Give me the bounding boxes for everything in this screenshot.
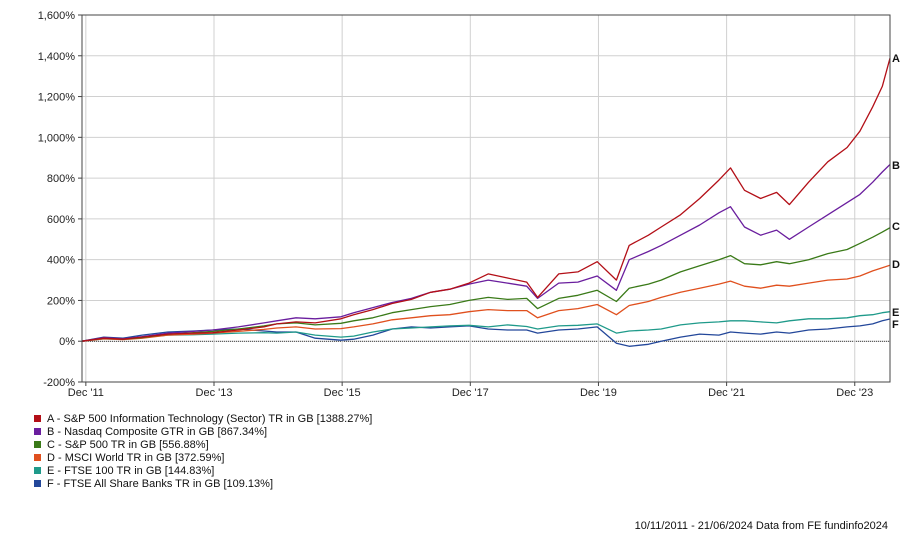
y-tick-label: 200% xyxy=(47,295,75,307)
x-tick-label: Dec '23 xyxy=(836,387,873,399)
line-chart: -200% 0% 200% 400% 600% 800% 1,000% 1,200% 1,400… xyxy=(38,10,900,399)
legend-swatch xyxy=(34,480,41,487)
x-tick-label: Dec '21 xyxy=(708,387,745,399)
legend-item: D - MSCI World TR in GB [372.59%] xyxy=(34,451,372,464)
legend-item: F - FTSE All Share Banks TR in GB [109.1… xyxy=(34,477,372,490)
y-tick-label: 0% xyxy=(59,336,75,348)
y-tick-label: 1,000% xyxy=(38,132,76,144)
series-end-label-b: B xyxy=(892,160,900,172)
series-line-d xyxy=(81,264,891,342)
series-line-c xyxy=(81,227,891,342)
date-range-footer: 10/11/2011 - 21/06/2024 Data from FE fun… xyxy=(634,520,888,532)
x-tick-label: Dec '17 xyxy=(452,387,489,399)
plot-frame xyxy=(81,14,891,383)
legend-swatch xyxy=(34,428,41,435)
y-tick-label: 1,200% xyxy=(38,92,76,104)
series-end-label-a: A xyxy=(892,53,900,65)
y-tick-label: 400% xyxy=(47,255,75,267)
y-tick-label: 600% xyxy=(47,214,75,226)
y-tick-label: 800% xyxy=(47,173,75,185)
series-end-label-f: F xyxy=(892,319,899,331)
legend-item: A - S&P 500 Information Technology (Sect… xyxy=(34,412,372,425)
legend-label: F - FTSE All Share Banks TR in GB [109.1… xyxy=(47,477,273,490)
legend-swatch xyxy=(34,441,41,448)
series-line-a xyxy=(81,58,891,342)
x-axis: Dec '11 Dec '13 Dec '15 Dec '17 Dec '19 Dec '… xyxy=(68,382,873,399)
legend-item: B - Nasdaq Composite GTR in GB [867.34%] xyxy=(34,425,372,438)
legend-label: E - FTSE 100 TR in GB [144.83%] xyxy=(47,464,215,477)
series-lines xyxy=(81,58,891,347)
series-end-label-e: E xyxy=(892,307,899,319)
x-tick-label: Dec '15 xyxy=(324,387,361,399)
y-tick-label: 1,400% xyxy=(38,51,76,63)
grid-lines xyxy=(82,14,890,383)
y-tick-label: -200% xyxy=(43,377,75,389)
legend-swatch xyxy=(34,454,41,461)
legend-label: D - MSCI World TR in GB [372.59%] xyxy=(47,451,225,464)
series-end-labels: A B C D EF xyxy=(892,53,900,331)
y-axis: -200% 0% 200% 400% 600% 800% 1,000% 1,200% 1,400… xyxy=(38,10,82,389)
x-tick-label: Dec '13 xyxy=(196,387,233,399)
series-line-b xyxy=(81,164,891,342)
x-tick-label: Dec '11 xyxy=(68,387,104,399)
legend: A - S&P 500 Information Technology (Sect… xyxy=(34,412,372,490)
legend-swatch xyxy=(34,415,41,422)
series-line-e xyxy=(81,311,891,342)
series-end-label-d: D xyxy=(892,259,900,271)
legend-label: B - Nasdaq Composite GTR in GB [867.34%] xyxy=(47,425,268,438)
y-tick-label: 1,600% xyxy=(38,10,76,22)
legend-item: C - S&P 500 TR in GB [556.88%] xyxy=(34,438,372,451)
legend-label: A - S&P 500 Information Technology (Sect… xyxy=(47,412,373,425)
series-end-label-c: C xyxy=(892,221,900,233)
x-tick-label: Dec '19 xyxy=(580,387,617,399)
legend-label: C - S&P 500 TR in GB [556.88%] xyxy=(47,438,209,451)
legend-item: E - FTSE 100 TR in GB [144.83%] xyxy=(34,464,372,477)
legend-swatch xyxy=(34,467,41,474)
